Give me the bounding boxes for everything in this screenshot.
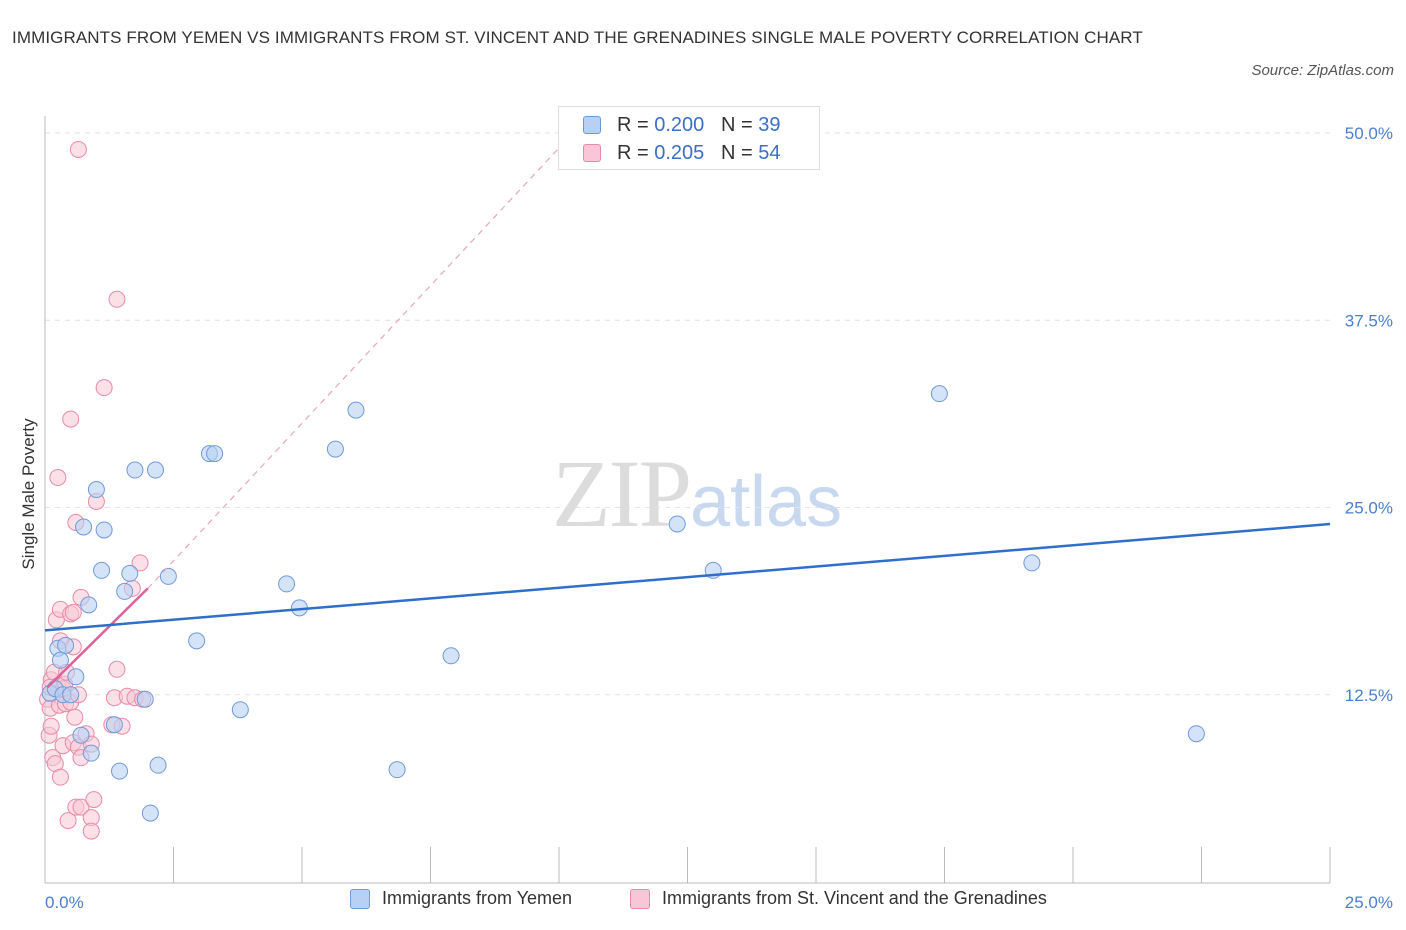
correlation-legend: R = 0.200 N = 39 R = 0.205 N = 54 <box>558 106 820 170</box>
series-yemen-points <box>41 385 1205 822</box>
yemen-point <box>930 385 948 403</box>
legend-r-label: R = <box>617 141 655 164</box>
legend-label-stvincent: Immigrants from St. Vincent and the Gren… <box>662 888 1047 908</box>
legend-swatch-stvincent <box>583 144 601 162</box>
stvincent-point <box>72 798 90 816</box>
watermark: ZIPatlas <box>552 438 842 549</box>
stvincent-point <box>95 379 113 397</box>
yemen-point <box>136 690 154 708</box>
stvincent-point <box>42 717 60 735</box>
yemen-point <box>111 762 129 780</box>
yemen-point <box>159 567 177 585</box>
watermark-atlas: atlas <box>690 462 843 542</box>
yemen-point <box>141 804 159 822</box>
yemen-point <box>442 647 460 665</box>
yemen-point <box>93 561 111 579</box>
yemen-point <box>72 726 90 744</box>
legend-row-yemen: R = 0.200 N = 39 <box>583 113 781 137</box>
stvincent-point <box>64 603 82 621</box>
yemen-point <box>147 461 165 479</box>
legend-r-value: 0.200 <box>654 113 705 136</box>
stvincent-point <box>69 140 87 158</box>
trend-lines <box>44 147 1331 689</box>
yemen-trend-line <box>44 522 1331 632</box>
stvincent-point <box>108 660 126 678</box>
yemen-point <box>105 716 123 734</box>
yemen-point <box>62 686 80 704</box>
stvincent-point <box>82 822 100 840</box>
yemen-point <box>388 761 406 779</box>
stvincent-point <box>51 768 69 786</box>
stvincent-point <box>108 290 126 308</box>
legend-gap <box>704 142 721 165</box>
y-tick-label: 37.5% <box>1345 311 1393 330</box>
legend-n-value: 39 <box>758 113 781 136</box>
yemen-point <box>126 461 144 479</box>
legend-item-yemen[interactable]: Immigrants from Yemen <box>350 888 572 909</box>
y-tick-label: 25.0% <box>1345 499 1393 518</box>
yemen-point <box>80 596 98 614</box>
y-tick-label: 12.5% <box>1345 686 1393 705</box>
stvincent-trend-extension <box>147 147 560 589</box>
legend-row-stvincent: R = 0.205 N = 54 <box>583 141 781 165</box>
legend-r-value: 0.205 <box>654 141 705 164</box>
legend-swatch-stvincent <box>630 888 650 909</box>
yemen-point <box>67 668 85 686</box>
yemen-point <box>116 582 134 600</box>
stvincent-point <box>85 791 103 809</box>
legend-n-label: N = <box>720 141 759 164</box>
legend-swatch-yemen <box>583 116 601 134</box>
yemen-point <box>121 564 139 582</box>
legend-n-value: 54 <box>758 141 781 164</box>
yemen-point <box>206 445 224 463</box>
stvincent-point <box>62 410 80 428</box>
legend-n-label: N = <box>720 113 759 136</box>
watermark-zip: ZIP <box>552 440 692 547</box>
yemen-point <box>75 518 93 536</box>
yemen-point <box>57 636 75 654</box>
yemen-point <box>188 632 206 650</box>
chart-title: IMMIGRANTS FROM YEMEN VS IMMIGRANTS FROM… <box>12 28 1143 47</box>
legend-swatch-yemen <box>350 888 370 909</box>
yemen-point <box>51 651 69 669</box>
x-tick-label: 25.0% <box>1345 893 1393 912</box>
yemen-point <box>87 481 105 499</box>
yemen-point <box>231 701 249 719</box>
yemen-point <box>82 744 100 762</box>
yemen-point <box>1023 554 1041 572</box>
legend-gap <box>704 114 721 137</box>
y-axis-label: Single Male Poverty <box>19 418 38 570</box>
yemen-point <box>326 440 344 458</box>
stvincent-point <box>49 469 67 487</box>
stvincent-trend-line <box>46 587 149 689</box>
yemen-point <box>95 521 113 539</box>
yemen-point <box>278 575 296 593</box>
y-tick-label: 50.0% <box>1345 124 1393 143</box>
stvincent-point <box>131 554 149 572</box>
yemen-point <box>149 756 167 774</box>
source-label: Source: ZipAtlas.com <box>1251 62 1394 79</box>
axis-labels: 12.5% 25.0% 37.5% 50.0% 0.0% 25.0% Single Male… <box>19 124 1393 912</box>
legend-label-yemen: Immigrants from Yemen <box>382 888 573 908</box>
stvincent-point <box>59 812 77 830</box>
legend-r-label: R = <box>617 113 655 136</box>
yemen-point <box>668 515 686 533</box>
stvincent-point <box>66 708 84 726</box>
axes <box>44 116 1331 884</box>
grid-lines <box>45 132 1330 696</box>
series-legend: Immigrants from Yemen Immigrants from St… <box>0 888 1406 918</box>
x-tick-label: 0.0% <box>45 893 84 912</box>
legend-item-stvincent[interactable]: Immigrants from St. Vincent and the Gren… <box>630 888 1047 909</box>
yemen-point <box>347 401 365 419</box>
yemen-point <box>1187 725 1205 743</box>
